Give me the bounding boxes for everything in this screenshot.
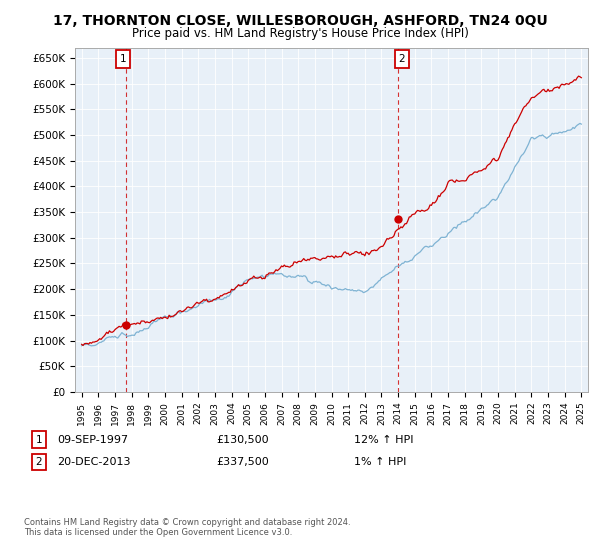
Text: £130,500: £130,500 (216, 435, 269, 445)
Text: 17, THORNTON CLOSE, WILLESBOROUGH, ASHFORD, TN24 0QU: 17, THORNTON CLOSE, WILLESBOROUGH, ASHFO… (53, 14, 547, 28)
Text: 20-DEC-2013: 20-DEC-2013 (57, 457, 131, 467)
Text: Price paid vs. HM Land Registry's House Price Index (HPI): Price paid vs. HM Land Registry's House … (131, 27, 469, 40)
Text: 1% ↑ HPI: 1% ↑ HPI (354, 457, 406, 467)
Text: 1: 1 (120, 54, 127, 64)
Text: 2: 2 (35, 457, 43, 467)
Text: 2: 2 (398, 54, 405, 64)
Text: 09-SEP-1997: 09-SEP-1997 (57, 435, 128, 445)
Text: 12% ↑ HPI: 12% ↑ HPI (354, 435, 413, 445)
Text: 1: 1 (35, 435, 43, 445)
Text: £337,500: £337,500 (216, 457, 269, 467)
Text: Contains HM Land Registry data © Crown copyright and database right 2024.
This d: Contains HM Land Registry data © Crown c… (24, 518, 350, 538)
